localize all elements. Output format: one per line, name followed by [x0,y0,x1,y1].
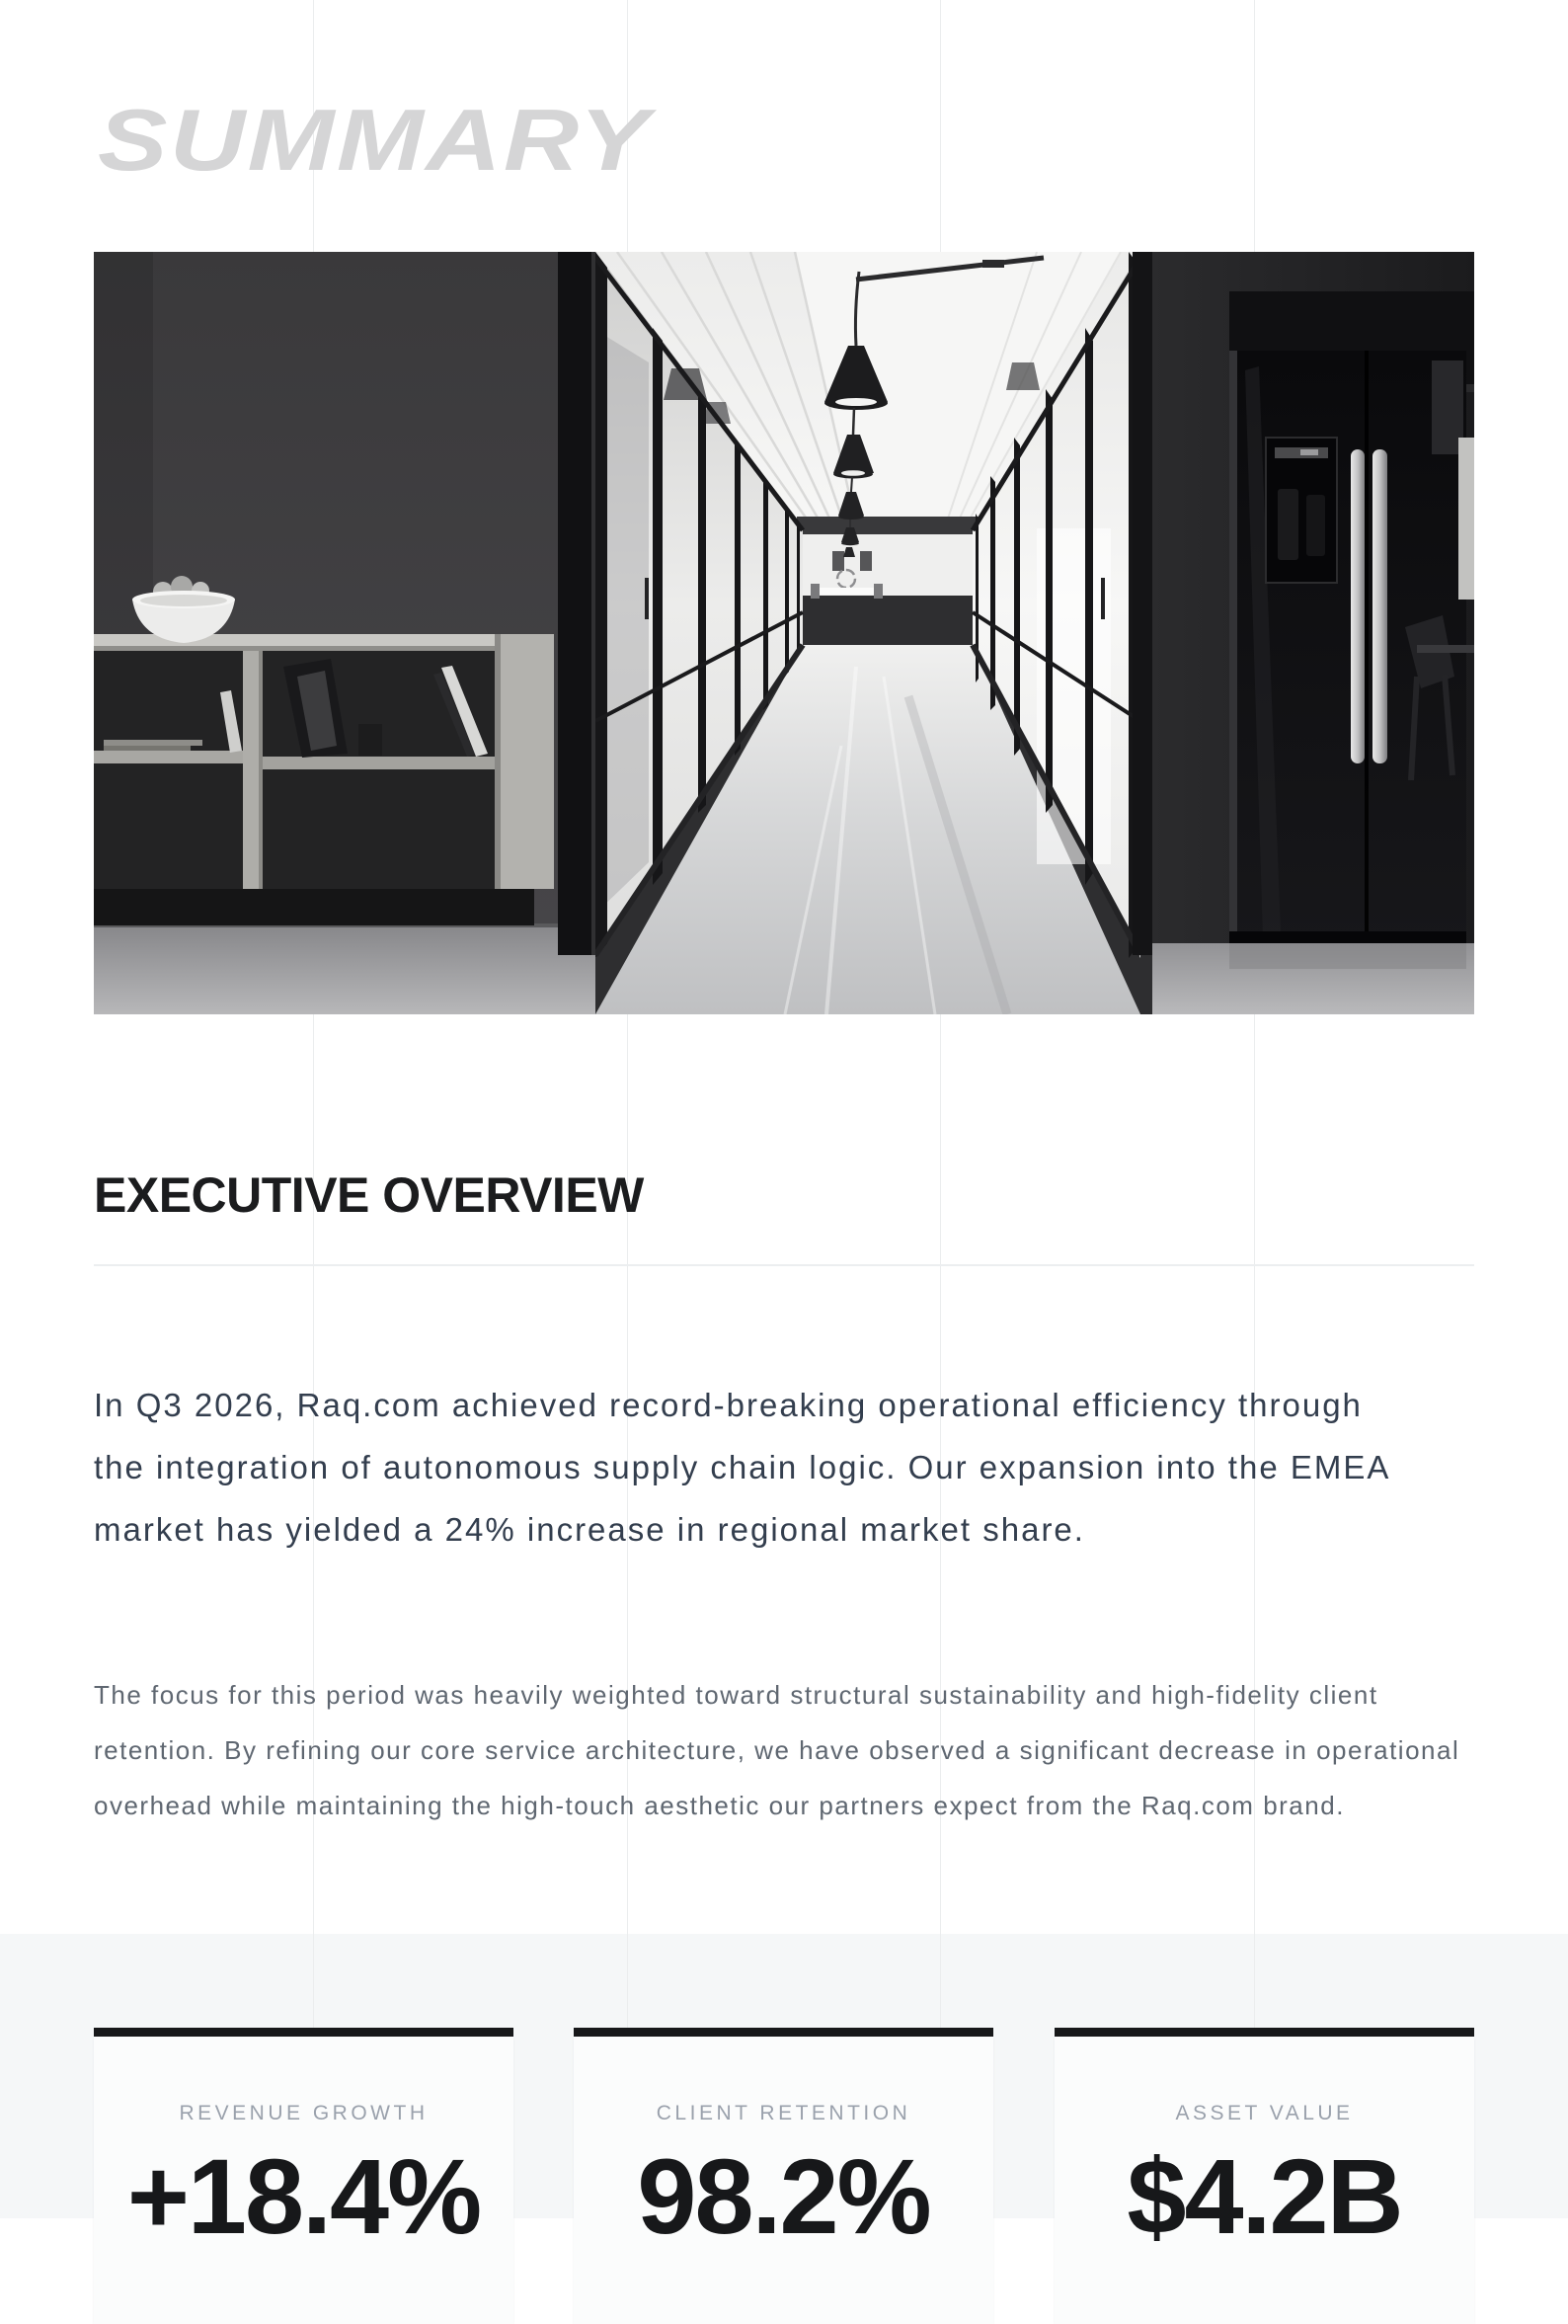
metric-card-asset-value: ASSET VALUE $4.2B [1055,2028,1474,2324]
grid-line-3 [940,0,941,2218]
metric-card-body: CLIENT RETENTION 98.2% [574,2037,993,2324]
metric-card-body: REVENUE GROWTH +18.4% [94,2037,513,2324]
body-paragraph: The focus for this period was heavily we… [94,1680,1460,1820]
office-corridor-photo [94,252,1474,1014]
metric-label: CLIENT RETENTION [656,2102,911,2124]
grid-line-1 [313,0,314,2218]
section-heading: EXECUTIVE OVERVIEW [94,1167,644,1223]
section-divider [94,1264,1474,1266]
page-watermark-title: SUMMARY [98,91,652,189]
metric-card-top-bar [1055,2028,1474,2037]
grid-line-2 [627,0,628,2218]
metric-value: $4.2B [1127,2136,1403,2256]
metric-card-top-bar [94,2028,513,2037]
metric-card-client-retention: CLIENT RETENTION 98.2% [574,2028,993,2324]
metric-card-body: ASSET VALUE $4.2B [1055,2037,1474,2324]
metric-card-top-bar [574,2028,993,2037]
lead-paragraph: In Q3 2026, Raq.com achieved record-brea… [94,1387,1389,1548]
metric-label: REVENUE GROWTH [179,2102,429,2124]
metric-label: ASSET VALUE [1175,2102,1354,2124]
metric-value: 98.2% [637,2136,931,2256]
metric-value: +18.4% [126,2136,482,2256]
metric-card-revenue-growth: REVENUE GROWTH +18.4% [94,2028,513,2324]
grid-line-4 [1254,0,1255,2218]
